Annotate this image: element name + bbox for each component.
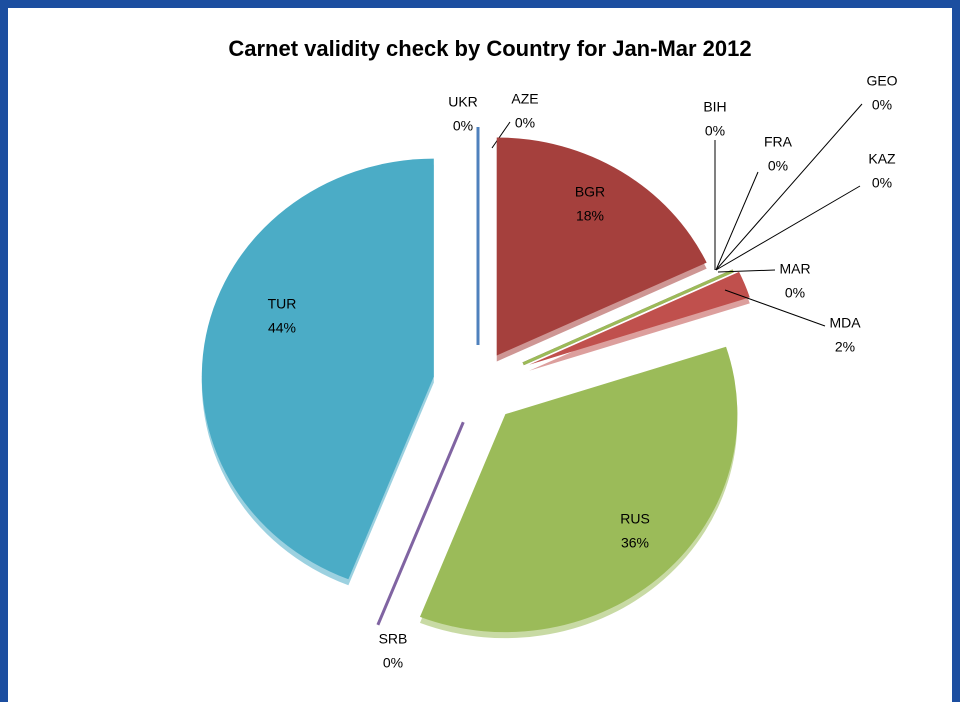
slice-label: BIH	[703, 99, 726, 115]
slice-value-label: 0%	[515, 115, 535, 131]
slice-label: SRB	[379, 631, 408, 647]
slice-label: MAR	[779, 261, 810, 277]
slice	[201, 158, 434, 580]
slice-value-label: 36%	[621, 535, 649, 551]
slice-label: BGR	[575, 184, 605, 200]
slice-value-label: 2%	[835, 339, 855, 355]
leader-line	[715, 185, 861, 271]
slice-label: KAZ	[868, 151, 896, 167]
slice	[496, 137, 707, 356]
slice-value-label: 0%	[705, 123, 725, 139]
slice	[419, 346, 738, 633]
slice	[376, 421, 465, 626]
slice-value-label: 0%	[453, 118, 473, 134]
slice-value-label: 0%	[785, 285, 805, 301]
slice-value-label: 0%	[383, 655, 403, 671]
leader-line	[724, 289, 826, 327]
slice-value-label: 0%	[872, 97, 892, 113]
slice-label: UKR	[448, 94, 478, 110]
slice-label: FRA	[764, 134, 793, 150]
slice-value-label: 18%	[576, 208, 604, 224]
leader-line	[717, 269, 776, 273]
slice	[522, 269, 734, 366]
slice-label: RUS	[620, 511, 650, 527]
slice	[529, 271, 750, 365]
leader-line	[491, 121, 511, 149]
slice-value-label: 0%	[872, 175, 892, 191]
leader-line	[715, 103, 863, 271]
slice-label: GEO	[866, 73, 897, 89]
slice-value-label: 44%	[268, 320, 296, 336]
slice-label: TUR	[268, 296, 297, 312]
chart-title: Carnet validity check by Country for Jan…	[228, 36, 751, 61]
slice-label: MDA	[829, 315, 861, 331]
slice-value-label: 0%	[768, 158, 788, 174]
leader-line	[715, 171, 759, 271]
slice-label: AZE	[511, 91, 538, 107]
